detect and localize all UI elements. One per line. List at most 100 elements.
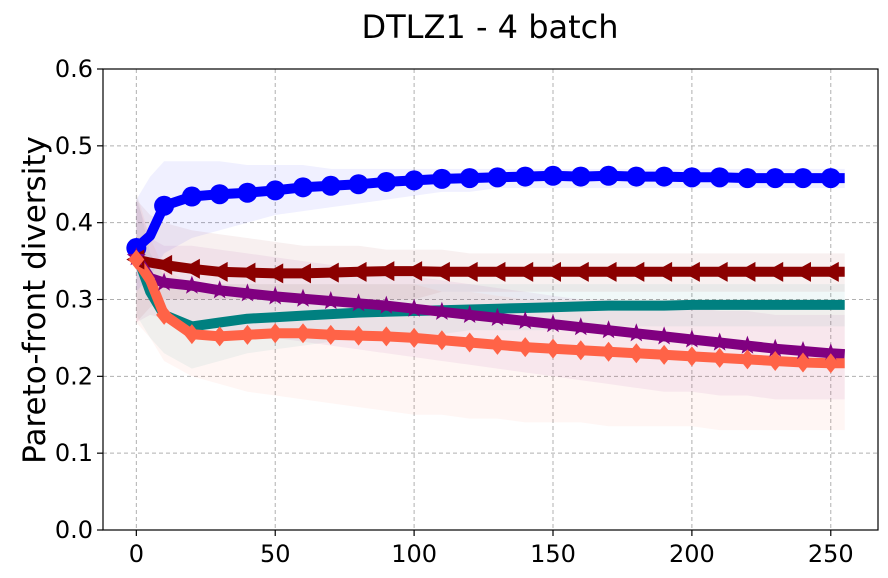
blue-circle-marker: [709, 167, 730, 188]
blue-circle-marker: [515, 166, 536, 187]
tomato-diamond-marker: [433, 330, 450, 351]
blue-circle-marker: [154, 195, 175, 216]
darkred-triangle-marker: [543, 261, 561, 282]
tomato-diamond-marker: [600, 341, 617, 362]
blue-circle-marker: [570, 166, 591, 187]
darkred-triangle-marker: [376, 261, 395, 282]
teal-line: [131, 251, 845, 332]
x-tick-label: 150: [530, 540, 576, 568]
purple-star-marker: [682, 329, 702, 348]
purple-star-line: [132, 254, 845, 360]
tomato-diamond-marker: [378, 326, 395, 347]
x-tick-label: 250: [808, 540, 854, 568]
blue-circle-marker: [654, 166, 675, 187]
tomato-diamond-marker: [683, 346, 700, 367]
darkred-triangle-marker: [820, 261, 839, 282]
tomato-diamond-marker: [517, 337, 534, 358]
darkred-triangle-marker: [154, 254, 173, 275]
blue-circle-marker: [376, 171, 397, 192]
tomato-diamond-marker: [545, 338, 561, 359]
purple-star-marker: [543, 314, 563, 333]
blue-circle-marker: [181, 186, 202, 207]
y-tick-label: 0.0: [55, 516, 93, 544]
y-tick-label: 0.2: [55, 362, 93, 390]
darkred-triangle-marker: [487, 261, 506, 282]
darkred-triangle-marker: [265, 263, 284, 284]
darkred-triangle-marker: [209, 261, 228, 282]
blue-circle-marker: [820, 168, 841, 189]
y-tick-label: 0.5: [55, 132, 93, 160]
blue-circle-marker: [320, 175, 341, 196]
tomato-diamond-marker: [628, 343, 645, 364]
tomato-diamond-marker: [767, 350, 784, 371]
purple-star-marker: [821, 343, 841, 362]
teal-band: [136, 191, 845, 369]
purple-star-marker: [515, 311, 535, 330]
blue-circle-band: [136, 161, 845, 292]
purple-star-marker: [404, 298, 424, 317]
purple-star-marker: [376, 295, 396, 314]
blue-circle-marker: [626, 166, 647, 187]
darkred-triangle-marker: [348, 261, 367, 282]
chart-title: DTLZ1 - 4 batch: [361, 8, 618, 46]
darkred-triangle-marker: [737, 261, 756, 282]
darkred-triangle-marker: [431, 261, 450, 282]
darkred-triangle-marker: [293, 263, 311, 284]
tomato-diamond-line: [132, 256, 845, 369]
purple-star-marker: [210, 280, 230, 299]
purple-star-marker: [654, 326, 674, 345]
series-lines: [131, 170, 845, 369]
y-tick-label: 0.1: [55, 439, 93, 467]
tomato-diamond-marker: [295, 323, 311, 344]
purple-star-marker: [265, 286, 285, 305]
tomato-diamond-marker: [489, 334, 506, 355]
tomato-diamond-marker: [267, 323, 284, 344]
purple-star-marker: [793, 341, 813, 360]
blue-circle-marker: [459, 168, 480, 189]
darkred-triangle-marker: [570, 261, 589, 282]
x-tick-label: 100: [391, 540, 437, 568]
tomato-diamond-marker: [350, 325, 367, 346]
x-tick-label: 0: [129, 540, 144, 568]
x-tick-label: 50: [260, 540, 291, 568]
blue-circle-marker: [209, 184, 230, 205]
darkred-triangle-marker: [404, 261, 423, 282]
purple-star-marker: [349, 293, 369, 312]
darkred-triangle-marker: [681, 261, 700, 282]
purple-star-marker: [737, 335, 757, 354]
purple-star-marker: [293, 288, 313, 307]
darkred-triangle-marker: [459, 261, 478, 282]
blue-circle-marker: [237, 182, 258, 203]
darkred-triangle-marker: [765, 261, 784, 282]
blue-circle-marker: [598, 165, 619, 186]
x-tick-label: 200: [669, 540, 715, 568]
blue-circle-marker: [487, 167, 508, 188]
tomato-diamond-marker: [822, 353, 839, 374]
blue-circle-marker: [293, 177, 313, 198]
tomato-diamond-marker: [156, 304, 173, 325]
y-tick-label: 0.4: [55, 209, 93, 237]
purple-star-marker: [626, 323, 646, 342]
blue-circle-marker: [404, 170, 425, 191]
blue-circle-line: [132, 170, 845, 252]
darkred-triangle-marker: [181, 258, 200, 279]
purple-star-marker: [571, 317, 591, 336]
tomato-diamond-marker: [795, 352, 811, 373]
y-tick-label: 0.6: [55, 55, 93, 83]
darkred-triangle-marker: [709, 261, 728, 282]
y-axis-label: Pareto-front diversity: [17, 136, 53, 464]
purple-star-marker: [154, 272, 174, 291]
darkred-triangle-marker: [793, 261, 811, 282]
series-markers: [126, 165, 841, 374]
blue-circle-marker: [348, 174, 369, 195]
blue-circle-marker: [681, 167, 702, 188]
tomato-diamond-marker: [572, 340, 589, 361]
purple-star-marker: [432, 301, 452, 320]
purple-star-marker: [765, 338, 785, 357]
blue-circle-marker: [793, 168, 813, 189]
darkred-triangle-marker: [515, 261, 534, 282]
purple-star-marker: [460, 304, 480, 323]
darkred-triangle-marker: [320, 262, 339, 283]
darkred-triangle-marker: [237, 262, 256, 283]
